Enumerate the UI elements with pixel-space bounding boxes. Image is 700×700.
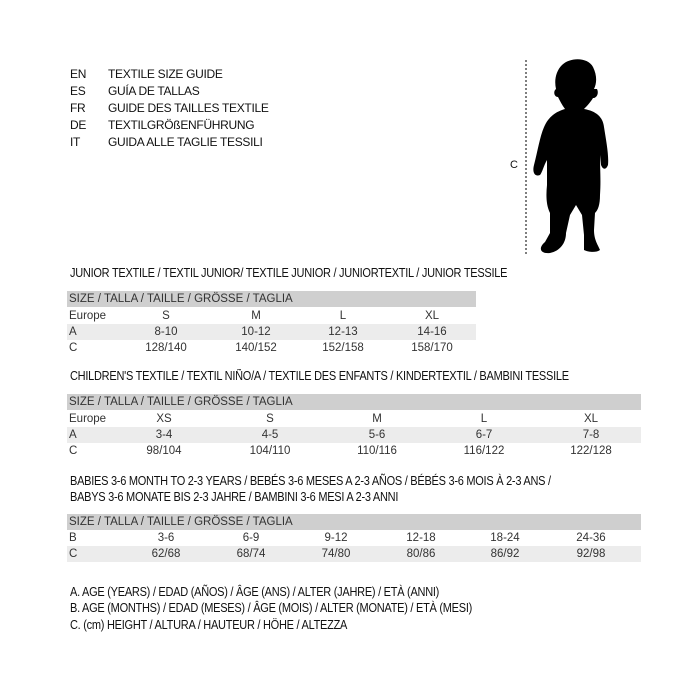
cell: S — [162, 310, 170, 322]
table-row: Europe S M L XL — [67, 308, 476, 324]
size-header: SIZE / TALLA / TAILLE / GRÖSSE / TAGLIA — [67, 291, 476, 307]
lang-title: GUIDE DES TAILLES TEXTILE — [108, 101, 269, 115]
row-label: B — [69, 532, 77, 544]
cell: 6-9 — [242, 532, 260, 544]
lang-code: EN — [70, 67, 87, 81]
cell: 6-7 — [475, 429, 493, 441]
cell: XL — [583, 413, 599, 425]
table-row: C 98/104 104/110 110/116 116/122 122/128 — [67, 443, 641, 459]
cell: 62/68 — [151, 548, 181, 560]
lang-title: TEXTILGRÖßENFÜHRUNG — [108, 118, 255, 132]
cell: XS — [156, 413, 172, 425]
row-label: A — [69, 429, 77, 441]
cell: 122/128 — [570, 445, 612, 457]
cell: M — [251, 310, 261, 322]
cell: 12-13 — [328, 326, 358, 338]
babies-section-title-line2: BABYS 3-6 MONATE BIS 2-3 JAHRE / BAMBINI… — [70, 490, 399, 504]
size-header: SIZE / TALLA / TAILLE / GRÖSSE / TAGLIA — [67, 394, 641, 410]
table-row: A 3-4 4-5 5-6 6-7 7-8 — [67, 427, 641, 443]
cell: 10-12 — [241, 326, 271, 338]
cell: 3-4 — [155, 429, 173, 441]
row-label: C — [69, 445, 78, 457]
row-label: Europe — [69, 413, 107, 425]
cell: 98/104 — [146, 445, 182, 457]
cell: S — [266, 413, 274, 425]
cell: 12-18 — [406, 532, 436, 544]
row-label: C — [69, 342, 78, 354]
cell: 140/152 — [235, 342, 277, 354]
lang-code: DE — [70, 118, 87, 132]
height-measure-label: C — [510, 159, 518, 171]
legend-item: A. AGE (YEARS) / EDAD (AÑOS) / ÂGE (ANS)… — [70, 585, 440, 599]
row-label: C — [69, 548, 78, 560]
cell: 80/86 — [406, 548, 436, 560]
table-row: A 8-10 10-12 12-13 14-16 — [67, 324, 476, 340]
junior-section-title: JUNIOR TEXTILE / TEXTIL JUNIOR/ TEXTILE … — [70, 266, 508, 280]
children-section-title: CHILDREN'S TEXTILE / TEXTIL NIÑO/A / TEX… — [70, 369, 569, 383]
cell: 104/110 — [249, 445, 291, 457]
cell: 4-5 — [261, 429, 279, 441]
cell: 68/74 — [236, 548, 266, 560]
lang-title: GUÍA DE TALLAS — [108, 84, 200, 98]
cell: 158/170 — [411, 342, 453, 354]
cell: 110/116 — [357, 445, 397, 457]
lang-code: IT — [70, 135, 81, 149]
cell: L — [480, 413, 488, 425]
row-label: A — [69, 326, 77, 338]
child-silhouette-icon — [525, 59, 609, 255]
lang-code: ES — [70, 84, 86, 98]
cell: 14-16 — [417, 326, 447, 338]
cell: 92/98 — [576, 548, 606, 560]
cell: M — [372, 413, 382, 425]
cell: 74/80 — [321, 548, 351, 560]
cell: L — [339, 310, 347, 322]
lang-code: FR — [70, 101, 86, 115]
cell: 24-36 — [576, 532, 606, 544]
cell: 5-6 — [368, 429, 386, 441]
lang-title: TEXTILE SIZE GUIDE — [108, 67, 223, 81]
row-label: Europe — [69, 310, 107, 322]
legend-item: B. AGE (MONTHS) / EDAD (MESES) / ÂGE (MO… — [70, 601, 473, 615]
legend-item: C. (cm) HEIGHT / ALTURA / HAUTEUR / HÖHE… — [70, 618, 348, 632]
cell: 18-24 — [490, 532, 520, 544]
cell: 86/92 — [490, 548, 520, 560]
cell: 152/158 — [322, 342, 364, 354]
table-row: B 3-6 6-9 9-12 12-18 18-24 24-36 — [67, 530, 641, 546]
table-row: C 128/140 140/152 152/158 158/170 — [67, 340, 476, 356]
babies-section-title: BABIES 3-6 MONTH TO 2-3 YEARS / BEBÉS 3-… — [70, 474, 551, 488]
lang-title: GUIDA ALLE TAGLIE TESSILI — [108, 135, 263, 149]
cell: 116/122 — [463, 445, 505, 457]
cell: 8-10 — [154, 326, 178, 338]
cell: 3-6 — [157, 532, 175, 544]
table-row: C 62/68 68/74 74/80 80/86 86/92 92/98 — [67, 546, 641, 562]
table-row: Europe XS S M L XL — [67, 411, 641, 427]
cell: 128/140 — [145, 342, 187, 354]
size-header: SIZE / TALLA / TAILLE / GRÖSSE / TAGLIA — [67, 514, 641, 530]
cell: XL — [424, 310, 440, 322]
cell: 7-8 — [582, 429, 600, 441]
cell: 9-12 — [324, 532, 348, 544]
